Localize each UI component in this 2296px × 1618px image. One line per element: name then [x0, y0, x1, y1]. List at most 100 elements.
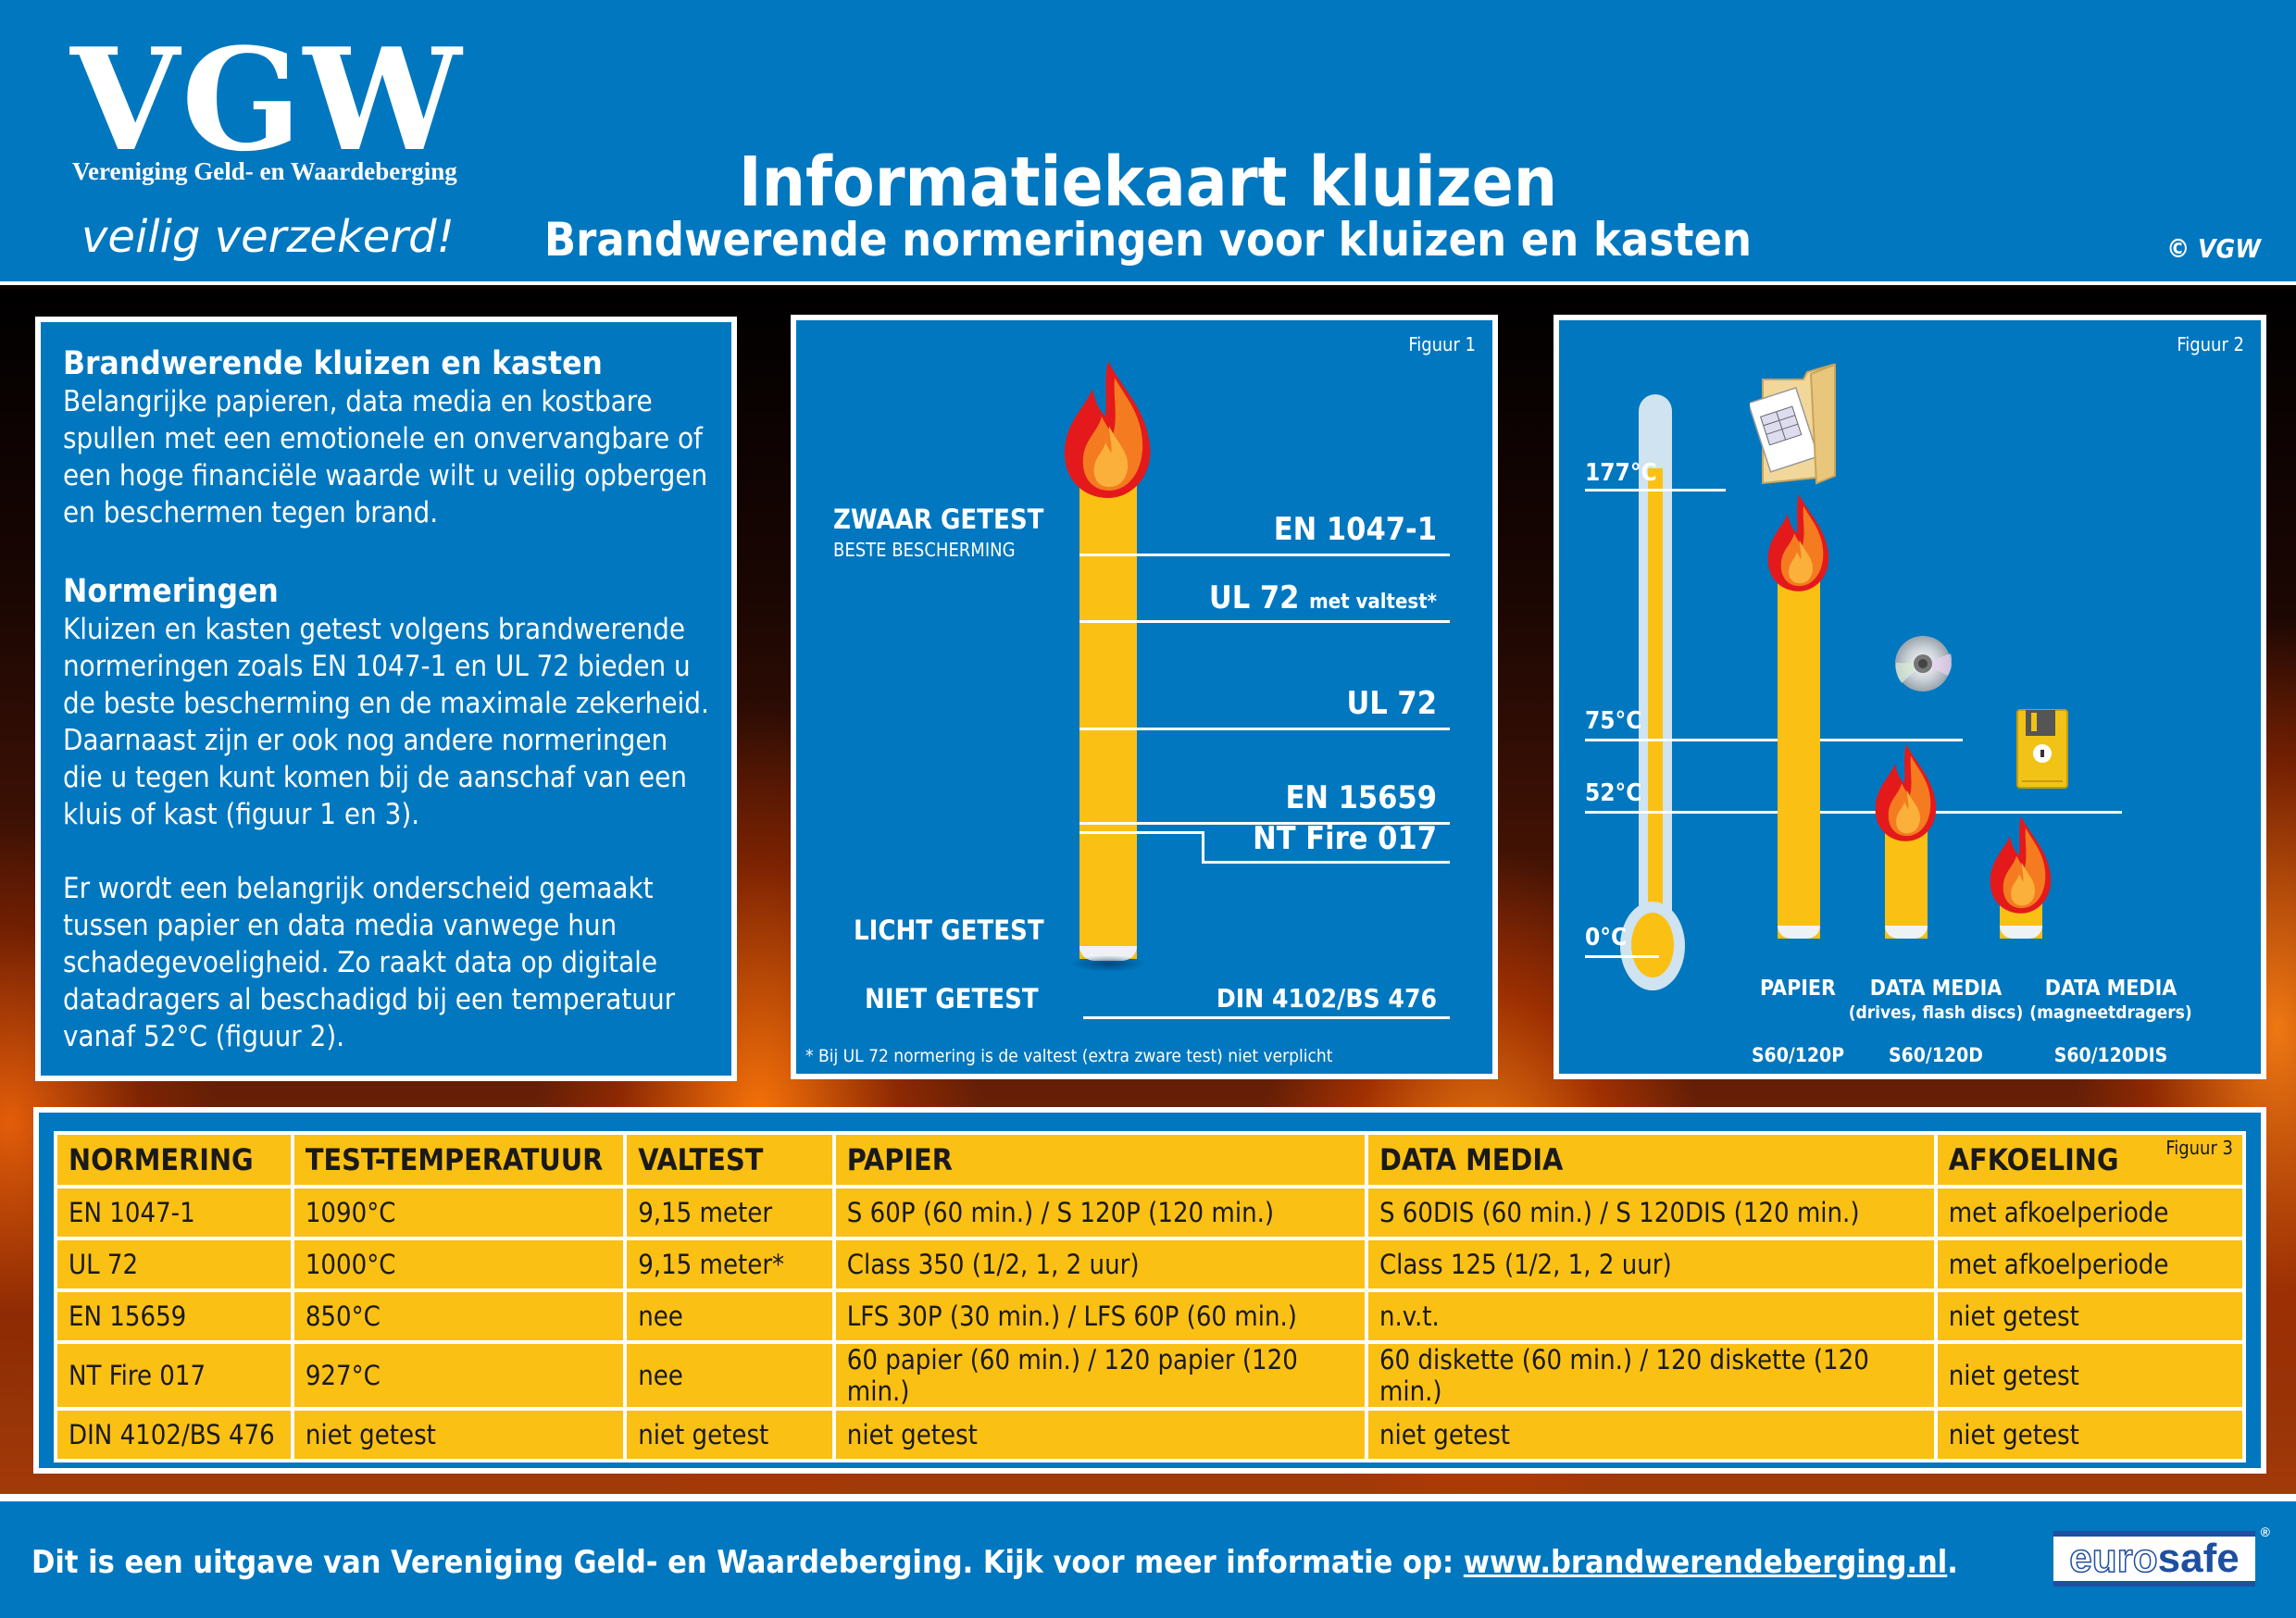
footer-text: Dit is een uitgave van Vereniging Geld- …	[31, 1544, 1958, 1581]
figure-1-label: Figuur 1	[1408, 333, 1476, 355]
table-cell: 927°C	[293, 1344, 624, 1407]
footer-text-trailing: .	[1947, 1544, 1958, 1581]
table-cell: Class 125 (1/2, 1, 2 uur)	[1367, 1240, 1934, 1288]
standard-line	[1083, 1016, 1450, 1019]
vgw-logo-subtitle: Vereniging Geld- en Waardeberging	[72, 157, 457, 185]
candle-shadow	[1070, 955, 1146, 972]
item-label-magnetic-media: DATA MEDIA (magneetdragers)	[2029, 977, 2192, 1023]
category-none: NIET GETEST	[865, 983, 1039, 1014]
candle-base	[1885, 926, 1928, 939]
table-cell: EN 1047-1	[57, 1189, 291, 1237]
table-cell: niet getest	[1937, 1292, 2242, 1340]
vgw-logo: VGW	[70, 17, 464, 182]
slogan: veilig verzekerd!	[81, 211, 455, 263]
table-row: NT Fire 017 927°C nee 60 papier (60 min.…	[57, 1344, 2242, 1407]
eurosafe-logo-safe: safe	[2157, 1536, 2240, 1581]
temp-75: 75°C	[1585, 707, 1642, 735]
website-link[interactable]: www.brandwerendeberging.nl	[1463, 1544, 1948, 1581]
flame-icon	[1990, 815, 2052, 914]
table-row: UL 72 1000°C 9,15 meter* Class 350 (1/2,…	[57, 1240, 2242, 1288]
standard-en1047: EN 1047-1	[1273, 511, 1437, 548]
figure-1-footnote: * Bij UL 72 normering is de valtest (ext…	[805, 1046, 1333, 1066]
temp-line	[1585, 955, 1659, 958]
figure-2-panel: Figuur 2 177°C 75°C 52°C 0°C	[1554, 315, 2266, 1079]
table-cell: niet getest	[1367, 1411, 1934, 1459]
candle-bar	[1079, 459, 1137, 959]
table-cell: 60 diskette (60 min.) / 120 diskette (12…	[1367, 1344, 1934, 1407]
table-cell: 60 papier (60 min.) / 120 papier (120 mi…	[835, 1344, 1365, 1407]
item-code-data-media: S60/120D	[1889, 1044, 1983, 1066]
table-cell: S 60DIS (60 min.) / S 120DIS (120 min.)	[1367, 1189, 1934, 1237]
table-cell: niet getest	[627, 1411, 832, 1459]
table-cell: Class 350 (1/2, 1, 2 uur)	[835, 1240, 1365, 1288]
category-heavy: ZWAAR GETEST	[833, 504, 1044, 535]
temp-0: 0°C	[1585, 924, 1628, 952]
standard-line	[1079, 831, 1204, 834]
table-cell: 9,15 meter	[627, 1189, 832, 1237]
table-cell: UL 72	[57, 1240, 291, 1288]
table-cell: 850°C	[293, 1292, 624, 1340]
table-cell: DIN 4102/BS 476	[57, 1411, 291, 1459]
cd-disc-icon	[1895, 636, 1952, 691]
table-cell: S 60P (60 min.) / S 120P (120 min.)	[835, 1189, 1365, 1237]
table-cell: 1090°C	[293, 1189, 624, 1237]
intro-paragraph-1: Belangrijke papieren, data media en kost…	[63, 385, 708, 529]
flame-icon	[1064, 361, 1151, 498]
category-light: LICHT GETEST	[854, 915, 1044, 946]
standard-din4102: DIN 4102/BS 476	[1216, 983, 1437, 1014]
footer: Dit is een uitgave van Vereniging Geld- …	[0, 1494, 2296, 1618]
paper-candle	[1778, 561, 1820, 939]
temp-177: 177°C	[1585, 459, 1657, 487]
standard-line	[1202, 831, 1204, 863]
floppy-disk-icon	[2016, 709, 2068, 789]
figure-1-panel: Figuur 1 ZWAAR GETEST BESTE BESCHERMING …	[791, 315, 1498, 1079]
table-cell: EN 15659	[57, 1292, 291, 1340]
eurosafe-logo: euro safe ®	[2053, 1525, 2270, 1587]
intro-heading-1: Brandwerende kluizen en kasten	[63, 345, 603, 382]
figure-3-panel: Figuur 3 NORMERING TEST-TEMPERATUUR VALT…	[33, 1107, 2266, 1474]
column-header: DATA MEDIA	[1367, 1135, 1934, 1185]
candle-base	[2000, 926, 2042, 939]
table-row: DIN 4102/BS 476 niet getest niet getest …	[57, 1411, 2242, 1459]
standard-ntfire017: NT Fire 017	[1253, 820, 1437, 857]
figure-3-label: Figuur 3	[2165, 1137, 2233, 1159]
eurosafe-logo-euro: euro	[2069, 1536, 2159, 1581]
table-cell: NT Fire 017	[57, 1344, 291, 1407]
thermometer-fill	[1648, 468, 1663, 913]
intro-paragraph-2: Kluizen en kasten getest volgens brandwe…	[63, 613, 709, 831]
page-subtitle: Brandwerende normeringen voor kluizen en…	[543, 213, 1753, 267]
standard-en15659: EN 15659	[1285, 779, 1437, 816]
footer-text-body: Dit is een uitgave van Vereniging Geld- …	[31, 1544, 1464, 1581]
table-cell: LFS 30P (30 min.) / LFS 60P (60 min.)	[835, 1292, 1365, 1340]
registered-mark-icon: ®	[2260, 1525, 2270, 1539]
temp-line	[1585, 489, 1726, 492]
standard-ul72: UL 72	[1346, 685, 1437, 722]
item-code-magnetic-media: S60/120DIS	[2053, 1044, 2168, 1066]
item-code-paper: S60/120P	[1751, 1044, 1845, 1066]
page-title: Informatiekaart kluizen	[0, 148, 2296, 217]
table-cell: 1000°C	[293, 1240, 624, 1288]
column-header: PAPIER	[835, 1135, 1365, 1185]
temp-52: 52°C	[1585, 779, 1642, 807]
table-cell: met afkoelperiode	[1937, 1240, 2242, 1288]
flame-icon	[1875, 743, 1937, 841]
table-cell: niet getest	[1937, 1411, 2242, 1459]
standard-line	[1079, 620, 1450, 623]
table-header-row: NORMERING TEST-TEMPERATUUR VALTEST PAPIE…	[57, 1135, 2242, 1185]
table-cell: met afkoelperiode	[1937, 1189, 2242, 1237]
table-cell: 9,15 meter*	[627, 1240, 832, 1288]
paper-folder-icon	[1750, 363, 1837, 485]
table-cell: niet getest	[293, 1411, 624, 1459]
item-label-paper: PAPIER	[1760, 977, 1836, 1001]
normering-table: NORMERING TEST-TEMPERATUUR VALTEST PAPIE…	[54, 1131, 2246, 1462]
category-heavy-sub: BESTE BESCHERMING	[833, 539, 1016, 561]
table-row: EN 1047-1 1090°C 9,15 meter S 60P (60 mi…	[57, 1189, 2242, 1237]
column-header: NORMERING	[57, 1135, 291, 1185]
intro-panel: Brandwerende kluizen en kasten Belangrij…	[35, 317, 737, 1081]
flame-icon	[1767, 493, 1829, 591]
table-cell: niet getest	[835, 1411, 1365, 1459]
copyright: © VGW	[2166, 233, 2261, 264]
figure-2-label: Figuur 2	[2177, 333, 2244, 355]
table-row: EN 15659 850°C nee LFS 30P (30 min.) / L…	[57, 1292, 2242, 1340]
standard-ul72-valtest: UL 72 met valtest*	[1208, 579, 1437, 616]
